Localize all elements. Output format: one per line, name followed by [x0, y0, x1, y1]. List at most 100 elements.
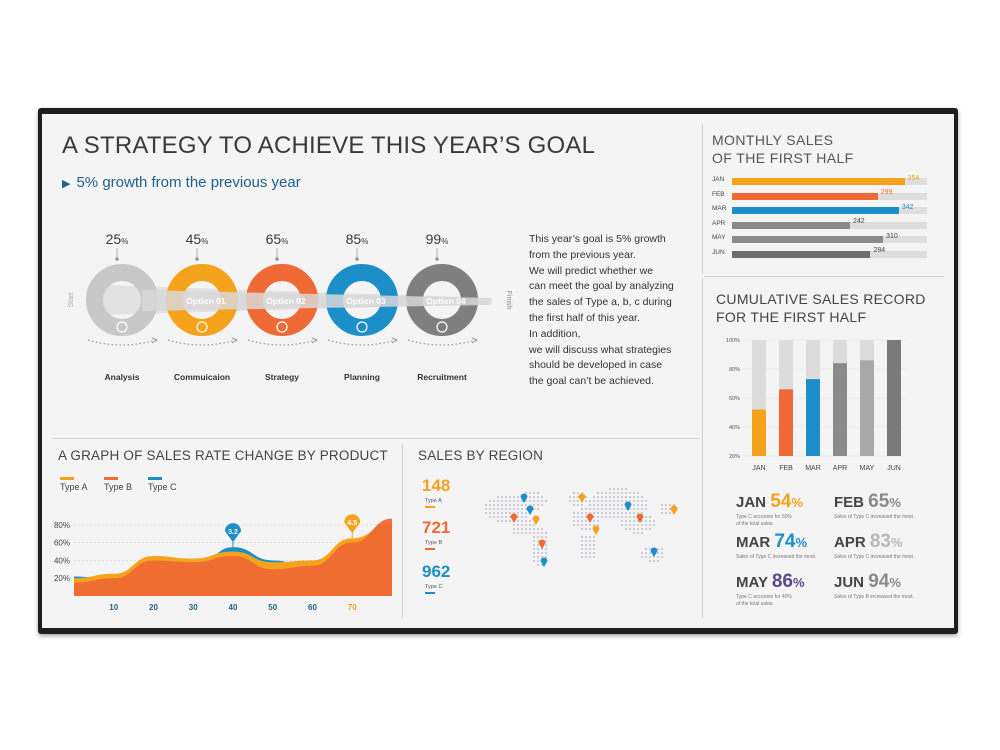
map-dot [484, 511, 488, 515]
map-dot [500, 507, 504, 511]
map-dot [620, 523, 624, 527]
bar-value: 299 [880, 189, 893, 197]
map-dot [580, 535, 584, 539]
map-dot [536, 495, 540, 499]
map-dot [532, 495, 536, 499]
map-dot [628, 527, 632, 531]
kpi-note: Sales of Type C increased the most. [834, 514, 915, 520]
map-pin-icon [586, 513, 594, 523]
map-dot [544, 551, 548, 555]
x-tick-label: MAR [805, 465, 821, 472]
map-dot [628, 519, 632, 523]
map-dot [660, 547, 664, 551]
map-dot [584, 507, 588, 511]
map-dot [636, 491, 640, 495]
map-dot [516, 519, 520, 523]
map-pin-icon [592, 525, 600, 535]
map-dot [632, 511, 636, 515]
y-tick-label: 100% [726, 338, 740, 344]
map-dot [512, 523, 516, 527]
legend-label-type-c: Type C [148, 482, 177, 492]
map-dot [616, 487, 620, 491]
map-dot [580, 519, 584, 523]
map-dot [588, 535, 592, 539]
map-dot [664, 507, 668, 511]
map-dot [644, 523, 648, 527]
map-dot [536, 499, 540, 503]
map-dot [612, 507, 616, 511]
map-dot [616, 515, 620, 519]
region-value-type-b: 721 [422, 518, 451, 537]
percent-sign: % [441, 237, 448, 246]
map-dot [604, 495, 608, 499]
month-label: MAR [712, 205, 727, 213]
map-dot [524, 531, 528, 535]
x-tick-label: 60 [308, 603, 317, 612]
bar-value: 310 [886, 232, 898, 240]
map-dot [588, 527, 592, 531]
map-dot [500, 499, 504, 503]
map-dot [628, 499, 632, 503]
map-dot [492, 499, 496, 503]
map-dot [484, 507, 488, 511]
map-dot [588, 555, 592, 559]
bar-feb [779, 389, 793, 456]
step-percent: 65% [266, 231, 289, 247]
map-dot [648, 559, 652, 563]
map-dot [648, 515, 652, 519]
map-dot [532, 523, 536, 527]
x-tick-label: 70 [348, 603, 357, 612]
percent-value: 25 [106, 231, 122, 247]
map-dot [608, 507, 612, 511]
legend-type-b: Type B [104, 477, 132, 492]
map-dot [640, 495, 644, 499]
map-dot [536, 547, 540, 551]
map-dot [576, 491, 580, 495]
kpi-percent-sign: % [793, 575, 805, 590]
map-dot [500, 515, 504, 519]
map-dot [496, 499, 500, 503]
map-dot [524, 503, 528, 507]
region-label: Type C [425, 584, 443, 590]
map-dot [648, 555, 652, 559]
kpi-heading: JAN 54% [736, 492, 828, 513]
map-dot [624, 495, 628, 499]
y-tick-label: 40% [54, 556, 70, 565]
divider-vertical-bottom [402, 444, 403, 618]
kpi-percent-sign: % [889, 575, 901, 590]
map-dot [544, 547, 548, 551]
map-dot [496, 495, 500, 499]
kpi-month: MAY [736, 574, 772, 591]
map-dot [588, 523, 592, 527]
map-dot [644, 499, 648, 503]
step-label-recruitment: Recruitment [417, 372, 467, 382]
divider-vertical-top [702, 124, 703, 274]
step-percent: 99% [426, 231, 449, 247]
map-dot [536, 535, 540, 539]
map-dot [500, 519, 504, 523]
option-label: Option 03 [346, 296, 385, 306]
map-dot [652, 559, 656, 563]
map-dot [668, 511, 672, 515]
map-dot [620, 495, 624, 499]
legend-swatch-type-b [104, 477, 118, 480]
map-dot [592, 551, 596, 555]
kpi-may: MAY 86% Type C accounts for 40% of the tot… [736, 572, 828, 608]
map-dot [584, 547, 588, 551]
map-dot [600, 495, 604, 499]
map-dot [612, 491, 616, 495]
map-dot [588, 507, 592, 511]
goal-line: the sales of Type a, b, c during [529, 296, 672, 309]
map-dot [616, 499, 620, 503]
map-dot [596, 503, 600, 507]
kpi-percent: 94 [868, 571, 890, 592]
map-dot [592, 535, 596, 539]
x-tick-label: 50 [268, 603, 277, 612]
y-tick-label: 60% [729, 396, 740, 402]
percent-sign: % [201, 237, 208, 246]
region-value-type-c: 962 [422, 562, 451, 581]
map-dot [652, 519, 656, 523]
dashboard-screen: A STRATEGY TO ACHIEVE THIS YEAR’S GOAL ▶… [42, 114, 954, 628]
map-dot [504, 495, 508, 499]
map-pin-icon [540, 557, 548, 567]
